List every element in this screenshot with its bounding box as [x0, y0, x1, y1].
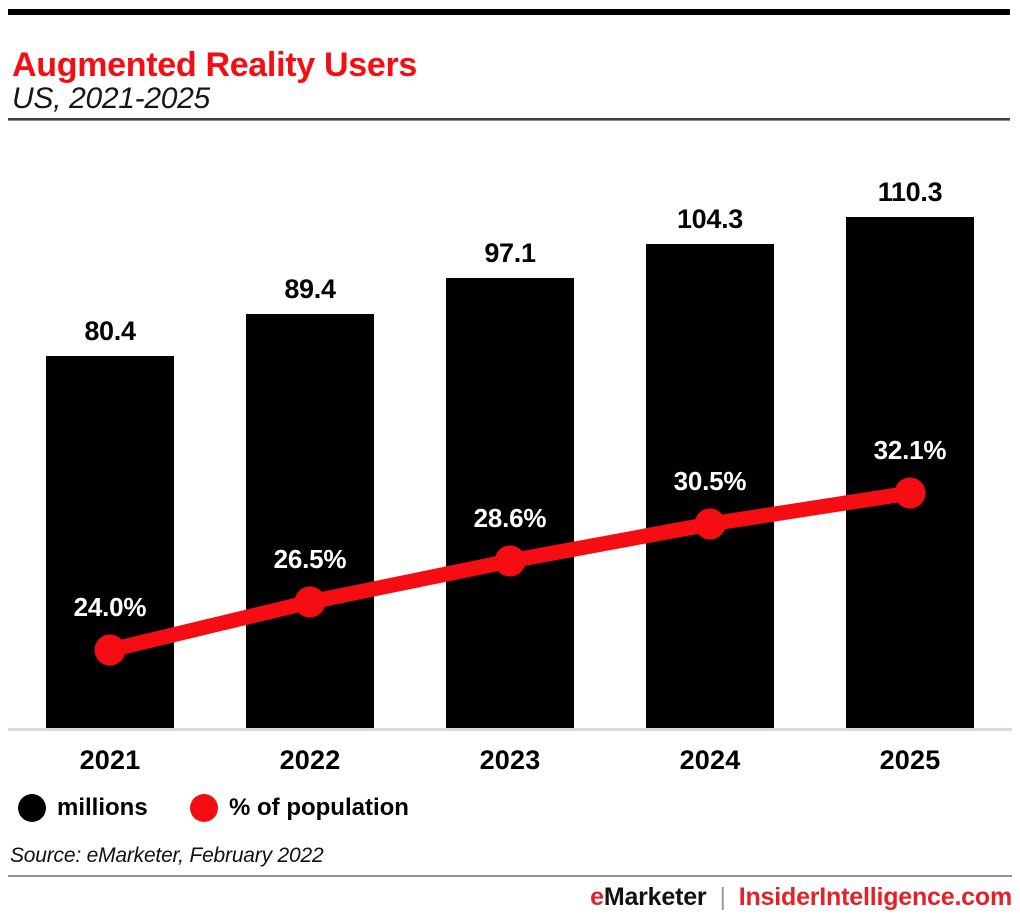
x-tick-label: 2024 — [679, 745, 741, 775]
millions-legend-dot-icon — [18, 794, 46, 822]
chart-subtitle: US, 2021-2025 — [12, 82, 210, 115]
pct-label: 32.1% — [873, 435, 947, 465]
pct-label: 28.6% — [473, 503, 547, 533]
emarketer-logo-e: e — [590, 883, 604, 911]
bar-value-label: 104.3 — [676, 204, 744, 234]
header-divider — [8, 118, 1010, 121]
footer: eMarketer | InsiderIntelligence.com — [590, 883, 1012, 912]
source-note: Source: eMarketer, February 2022 — [10, 844, 324, 867]
emarketer-logo[interactable]: eMarketer — [590, 883, 707, 912]
bar-value-label: 110.3 — [877, 177, 943, 207]
pct-label: 24.0% — [73, 592, 147, 622]
pct-of-population-legend-dot-icon — [190, 794, 218, 822]
legend-item-millions: millions — [18, 794, 148, 822]
emarketer-logo-rest: Marketer — [603, 883, 707, 911]
legend-item-pct-of-population: % of population — [190, 794, 409, 822]
x-tick-label: 2022 — [279, 745, 341, 775]
bar-value-label: 80.4 — [84, 316, 136, 346]
bar-2021 — [46, 356, 174, 729]
bar-2022 — [246, 314, 374, 729]
footer-separator: | — [719, 883, 726, 911]
chart-title: Augmented Reality Users — [12, 45, 418, 84]
bar-value-label: 89.4 — [284, 274, 336, 304]
footer-divider — [8, 875, 1012, 877]
top-accent-bar — [8, 9, 1010, 15]
x-tick-label: 2021 — [79, 745, 141, 775]
insider-intelligence-link[interactable]: InsiderIntelligence.com — [738, 883, 1012, 911]
pct-label: 26.5% — [273, 544, 347, 574]
bar-value-label: 97.1 — [484, 238, 536, 268]
pct-label: 30.5% — [673, 466, 747, 496]
x-tick-label: 2023 — [479, 745, 541, 775]
legend-label-millions: millions — [57, 794, 148, 821]
x-tick-label: 2025 — [879, 745, 941, 775]
legend-label-pct-of-population: % of population — [229, 794, 409, 821]
x-axis-baseline — [8, 728, 1012, 731]
bar-2025 — [846, 217, 974, 729]
